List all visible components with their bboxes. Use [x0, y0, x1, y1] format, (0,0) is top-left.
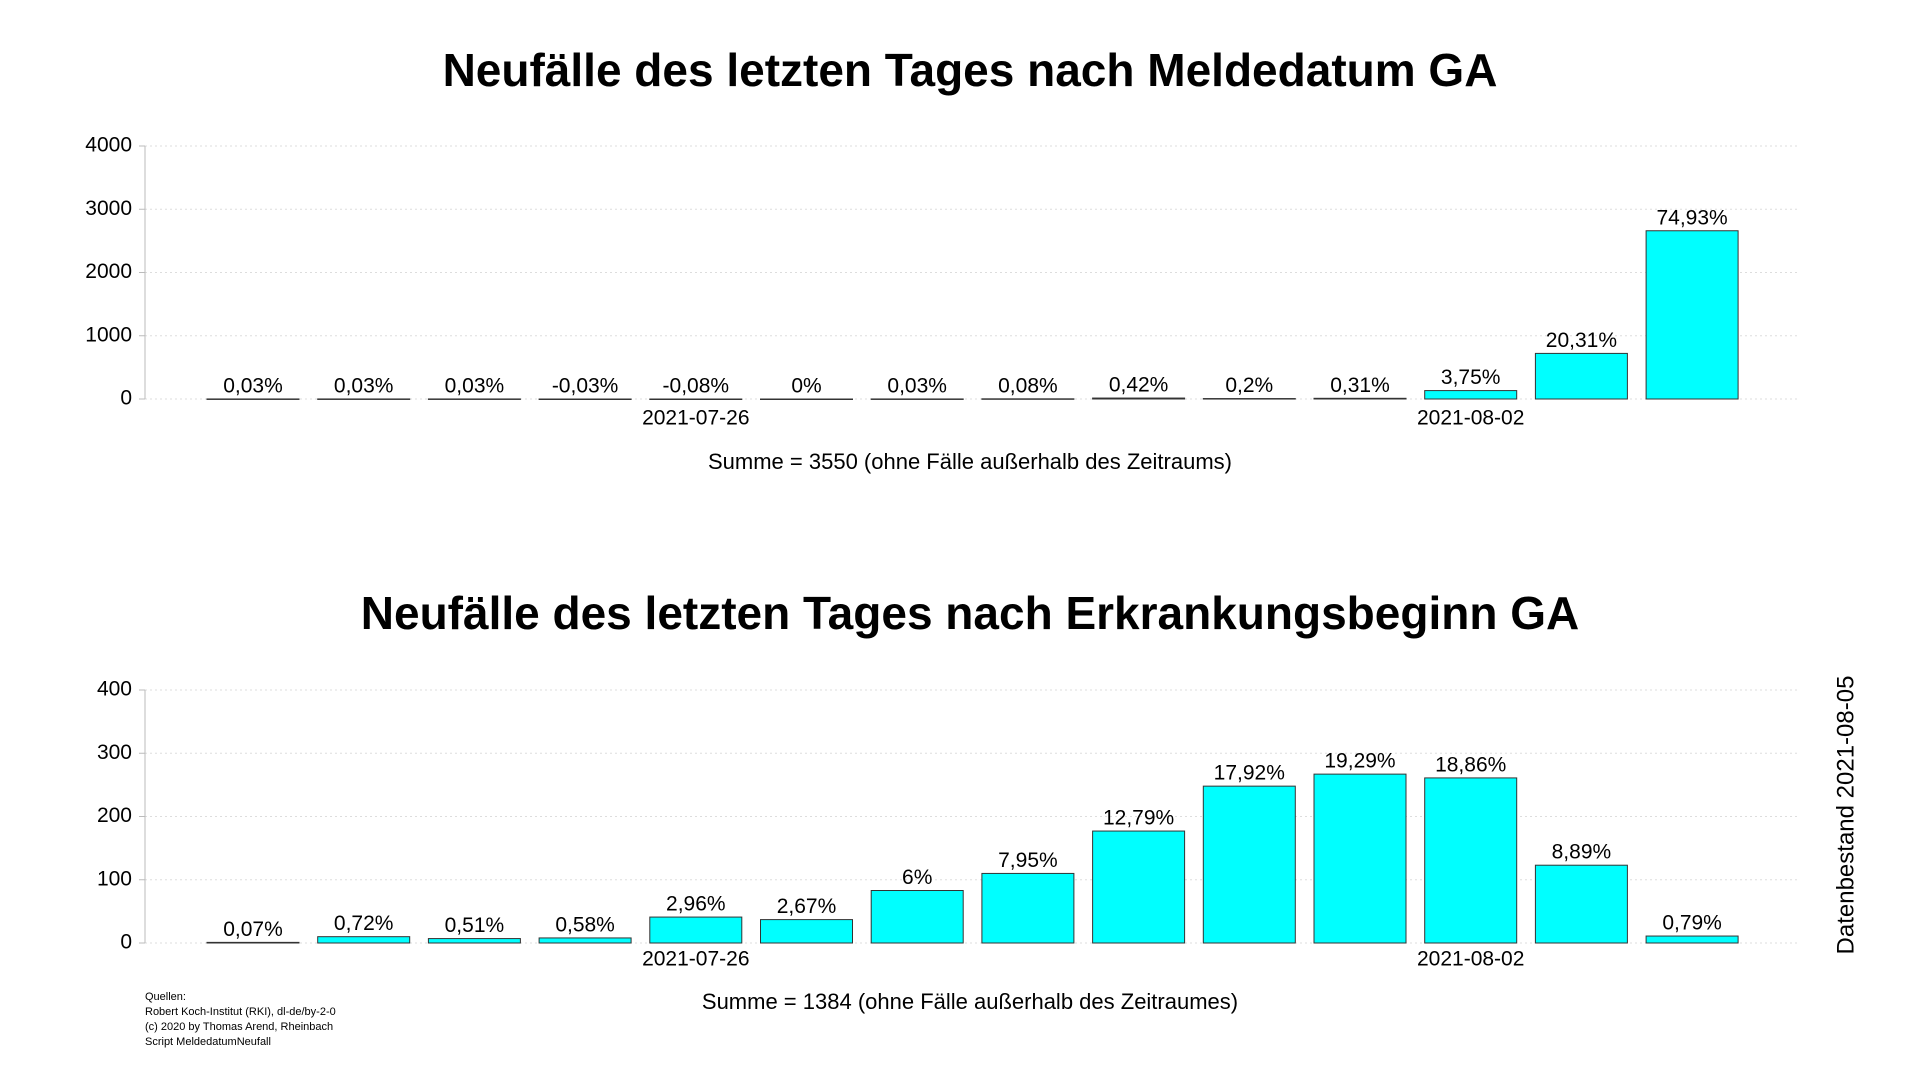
bar	[760, 919, 853, 944]
value-label: 0,03%	[334, 374, 394, 397]
bar	[427, 938, 521, 944]
source-line: Quellen:	[145, 991, 186, 1003]
source-line: Robert Koch-Institut (RKI), dl-de/by-2-0	[145, 1006, 336, 1018]
x-tick-label: 2021-08-02	[1417, 948, 1524, 971]
value-label: 0,79%	[1662, 912, 1722, 935]
x-tick-label: 2021-07-26	[642, 407, 749, 430]
chart-title: Neufälle des letzten Tages nach Erkranku…	[361, 587, 1579, 639]
x-axis-label: Summe = 3550 (ohne Fälle außerhalb des Z…	[708, 449, 1232, 474]
bar	[317, 936, 411, 944]
value-label: 2,96%	[666, 893, 726, 916]
y-tick-label: 0	[120, 931, 132, 954]
value-label: 20,31%	[1546, 329, 1617, 352]
bar	[981, 872, 1075, 944]
value-label: 0,03%	[223, 374, 283, 397]
value-label: 0,58%	[555, 913, 615, 936]
value-label: 7,95%	[998, 849, 1058, 872]
bar	[1092, 397, 1186, 400]
bar	[1313, 397, 1407, 400]
source-line: (c) 2020 by Thomas Arend, Rheinbach	[145, 1021, 333, 1033]
bar	[538, 937, 632, 944]
y-tick-label: 100	[97, 867, 132, 890]
bar	[1202, 398, 1296, 400]
side-note: Datenbestand 2021-08-05	[1832, 676, 1859, 955]
value-label: 0,51%	[445, 914, 505, 937]
bar	[1424, 777, 1518, 944]
chart-title: Neufälle des letzten Tages nach Meldedat…	[443, 44, 1498, 96]
value-label: 0,07%	[223, 918, 283, 941]
value-label: 0,03%	[445, 374, 505, 397]
value-label: 18,86%	[1435, 753, 1506, 776]
bar	[1092, 830, 1186, 944]
bar	[760, 398, 853, 400]
bar	[1424, 390, 1518, 400]
bar	[206, 398, 300, 400]
bar	[538, 398, 632, 400]
value-label: 0,72%	[334, 912, 394, 935]
y-tick-label: 1000	[85, 323, 132, 346]
x-tick-label: 2021-07-26	[642, 948, 749, 971]
value-label: 0%	[791, 375, 821, 398]
bar	[1313, 773, 1407, 944]
value-label: 0,2%	[1225, 374, 1273, 397]
bar	[1534, 352, 1628, 400]
y-tick-label: 300	[97, 741, 132, 764]
y-tick-label: 200	[97, 804, 132, 827]
bar	[870, 398, 964, 400]
value-label: -0,03%	[552, 375, 619, 398]
value-label: 6%	[902, 866, 932, 889]
bar	[649, 916, 743, 944]
bar	[981, 398, 1075, 400]
x-axis-label: Summe = 1384 (ohne Fälle außerhalb des Z…	[702, 989, 1238, 1014]
value-label: 8,89%	[1552, 841, 1612, 864]
value-label: 19,29%	[1324, 750, 1395, 773]
bar	[649, 398, 743, 400]
bar	[870, 890, 964, 944]
value-label: 2,67%	[777, 895, 837, 918]
bar	[1645, 935, 1739, 944]
y-tick-label: 0	[120, 387, 132, 410]
bar	[1202, 785, 1296, 944]
bar	[1534, 864, 1628, 944]
bar	[427, 398, 521, 400]
bar	[206, 941, 300, 944]
value-label: 0,08%	[998, 374, 1058, 397]
bar	[317, 398, 411, 400]
value-label: 0,42%	[1109, 374, 1169, 397]
y-tick-label: 4000	[85, 134, 132, 157]
y-tick-label: 400	[97, 678, 132, 701]
value-label: 17,92%	[1214, 762, 1285, 785]
value-label: 0,31%	[1330, 374, 1390, 397]
y-tick-label: 2000	[85, 260, 132, 283]
source-line: Script MeldedatumNeufall	[145, 1036, 271, 1048]
value-label: -0,08%	[663, 375, 730, 398]
bar	[1645, 230, 1739, 400]
value-label: 3,75%	[1441, 366, 1501, 389]
value-label: 0,03%	[887, 374, 947, 397]
value-label: 12,79%	[1103, 807, 1174, 830]
y-tick-label: 3000	[85, 197, 132, 220]
value-label: 74,93%	[1656, 206, 1727, 229]
x-tick-label: 2021-08-02	[1417, 407, 1524, 430]
